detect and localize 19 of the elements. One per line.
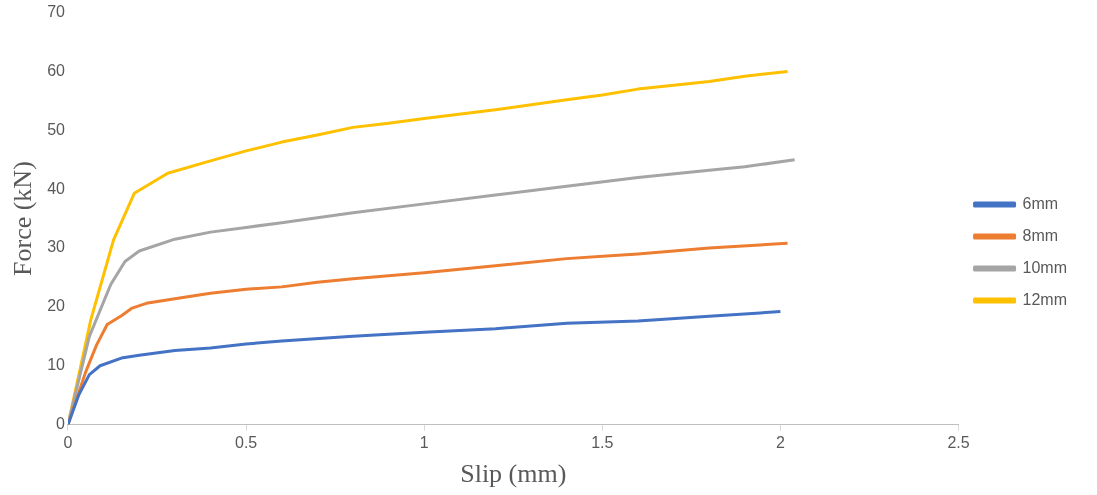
- y-tick-label: 0: [56, 415, 66, 433]
- legend-label: 8mm: [1022, 226, 1059, 244]
- x-axis-title: Slip (mm): [460, 459, 567, 489]
- x-tick-label: 1.5: [591, 433, 614, 451]
- y-tick-label: 50: [47, 120, 66, 138]
- y-tick-label: 70: [47, 3, 66, 21]
- y-tick-label: 40: [47, 179, 66, 197]
- y-tick-label: 30: [47, 238, 66, 256]
- legend-label: 10mm: [1022, 258, 1067, 276]
- y-tick-label: 20: [47, 297, 66, 315]
- legend-label: 12mm: [1022, 290, 1067, 308]
- legend-label: 6mm: [1022, 194, 1059, 212]
- x-tick-label: 2.5: [947, 433, 970, 451]
- x-tick-label: 1: [419, 433, 429, 451]
- x-tick-label: 2: [775, 433, 785, 451]
- y-axis-title: Force (kN): [8, 161, 38, 276]
- x-tick-label: 0.5: [234, 433, 258, 451]
- y-tick-label: 10: [47, 356, 66, 374]
- y-tick-label: 60: [47, 61, 66, 79]
